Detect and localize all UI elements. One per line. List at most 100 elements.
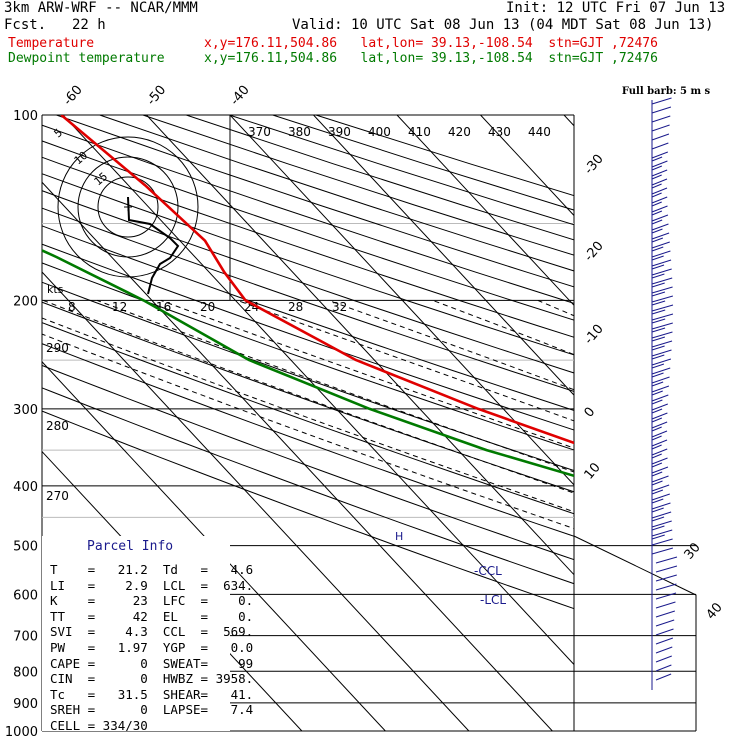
hodograph-speed-label: 20 <box>200 300 215 314</box>
parcel-info-panel <box>42 536 230 731</box>
isotherm-line <box>62 115 574 666</box>
init-time: Init: 12 UTC Fri 07 Jun 13 <box>506 0 726 16</box>
hodograph-speed-label: 12 <box>112 300 127 314</box>
isotherm-label: -10 <box>582 322 607 348</box>
dry-adiabat-line <box>42 301 574 493</box>
moist-adiabat-line <box>237 299 574 422</box>
ccl-marker: -CCL <box>474 564 502 578</box>
isotherm-line <box>42 271 470 731</box>
parcel-row-t: T = 21.2 Td = 4.6 <box>50 562 254 577</box>
dry-adiabat-line <box>42 281 574 472</box>
dry-adiabat-line <box>42 410 574 610</box>
theta-label: 430 <box>488 125 511 139</box>
parcel-row-tc: Tc = 31.5 SHEAR= 41. <box>50 686 254 702</box>
pressure-label-200: 200 <box>13 294 38 309</box>
parcel-row-li: LI = 2.9 LCL = 634. <box>50 577 254 593</box>
dewpoint-legend: Dewpoint temperature <box>8 51 165 66</box>
pressure-label-500: 500 <box>13 540 38 555</box>
dry-adiabat-line <box>42 190 574 374</box>
parcel-row-cell: CELL = 334/30 <box>50 718 148 733</box>
isotherm-line <box>648 115 740 731</box>
isotherm-label: -70 <box>0 83 2 109</box>
theta-left-label: 290 <box>46 341 69 355</box>
moist-adiabat-line <box>537 299 574 317</box>
isotherm-line <box>313 115 574 396</box>
pressure-label-900: 900 <box>13 697 38 712</box>
theta-label: 420 <box>448 125 471 139</box>
dry-adiabat-line <box>42 225 574 411</box>
pressure-label-1000: 1000 <box>5 725 38 740</box>
theta-label: 370 <box>248 125 271 139</box>
isotherm-label: -20 <box>582 239 607 265</box>
dry-adiabat-line <box>315 115 574 197</box>
isotherm-line <box>396 115 574 307</box>
hodograph-trace <box>127 196 180 295</box>
parcel-row-tt: TT = 42 EL = 0. <box>50 608 254 624</box>
isotherm-label: 10 <box>582 460 604 482</box>
forecast-label: Fcst. <box>4 17 47 33</box>
isotherm-label: 30 <box>682 540 704 562</box>
dry-adiabat-line <box>186 115 574 241</box>
lcl-marker: -LCL <box>480 593 506 607</box>
pressure-label-100: 100 <box>13 109 38 124</box>
hodograph-ring <box>77 156 179 258</box>
pressure-label-800: 800 <box>13 665 38 680</box>
theta-label: 400 <box>368 125 391 139</box>
parcel-row-pw: PW = 1.97 YGP = 0.0 <box>50 640 254 655</box>
temperature-legend: Temperature <box>8 36 95 51</box>
isotherm-label: -40 <box>228 83 253 109</box>
dry-adiabat-line <box>42 387 574 585</box>
theta-label: 410 <box>408 125 431 139</box>
moist-adiabat-line <box>328 299 574 391</box>
parcel-row-sreh: SREH = 0 LAPSE= 7.4 <box>50 702 254 718</box>
valid-time: Valid: 10 UTC Sat 08 Jun 13 (04 MDT Sat … <box>292 17 714 33</box>
hodograph-ring <box>97 176 159 238</box>
hodograph-speed-label: 32 <box>332 300 347 314</box>
parcel-info-title: Parcel Info <box>87 539 174 554</box>
dry-adiabat-line <box>42 322 574 515</box>
isotherm-line <box>42 181 553 731</box>
hodograph-ring <box>57 136 199 278</box>
moist-adiabat-line <box>432 299 574 356</box>
parcel-row-cape: CAPE = 0 SWEAT= 99 <box>50 655 254 671</box>
theta-left-label: 280 <box>46 419 69 433</box>
theta-label: 390 <box>328 125 351 139</box>
theta-label: 380 <box>288 125 311 139</box>
forecast-hour: 22 h <box>72 17 106 33</box>
parcel-row-k: K = 23 LFC = 0. <box>50 593 254 609</box>
hodograph-ring-label: 5 <box>52 126 65 140</box>
isotherm-label: -50 <box>144 83 169 109</box>
temperature-trace <box>60 115 574 445</box>
h-marker: H <box>395 530 403 543</box>
isotherm-line <box>731 115 740 731</box>
isotherm-line <box>42 361 386 731</box>
hodograph-unit-label: kts <box>47 283 64 296</box>
parcel-row-svi: SVI = 4.3 CCL = 569. <box>50 624 254 640</box>
pressure-label-600: 600 <box>13 588 38 603</box>
theta-label: 440 <box>528 125 551 139</box>
hodograph-speed-label: 24 <box>244 300 259 314</box>
dry-adiabat-line <box>42 262 574 451</box>
pressure-label-400: 400 <box>13 480 38 495</box>
isotherm-label: 0 <box>582 405 599 421</box>
pressure-label-700: 700 <box>13 630 38 645</box>
isotherm-label: -30 <box>582 152 607 178</box>
temperature-location: x,y=176.11,504.86 lat,lon= 39.13,-108.54… <box>204 36 658 51</box>
barb-panel-outline <box>573 535 697 731</box>
hodograph-speed-label: 28 <box>288 300 303 314</box>
dry-adiabat-line <box>42 207 574 392</box>
parcel-row-cin: CIN = 0 HWBZ = 3958. <box>50 671 254 687</box>
dry-adiabat-line <box>42 343 574 537</box>
isotherm-label: -60 <box>61 83 86 109</box>
model-title: 3km ARW-WRF -- NCAR/MMM <box>4 0 198 16</box>
dry-adiabat-line <box>42 243 574 431</box>
wind-barb-title: Full barb: 5 m s <box>622 86 711 97</box>
dewpoint-location: x,y=176.11,504.86 lat,lon= 39.13,-108.54… <box>204 51 658 66</box>
pressure-label-300: 300 <box>13 403 38 418</box>
hodograph-speed-label: 8 <box>68 300 76 314</box>
hodograph-ring-label: 10 <box>72 149 91 167</box>
wind-barb-column <box>651 97 678 690</box>
theta-left-label: 270 <box>46 489 69 503</box>
isotherm-label: 40 <box>704 600 726 622</box>
